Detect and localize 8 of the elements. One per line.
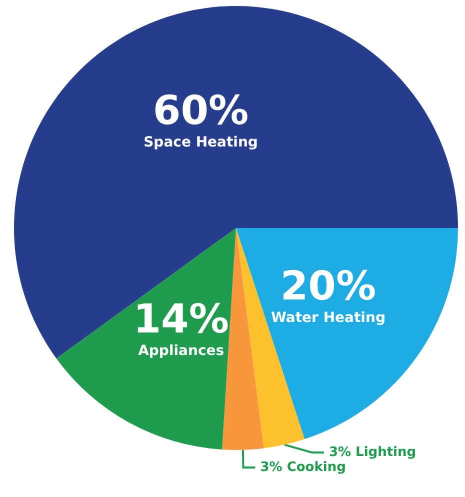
- data-label: 14%: [133, 296, 229, 342]
- slice-label: 3% Lighting: [328, 444, 416, 460]
- slice-label: Water Heating: [270, 310, 386, 326]
- data-label: 60%: [152, 88, 249, 134]
- slice-label: 3% Cooking: [260, 460, 346, 475]
- slice-label: Appliances: [138, 342, 224, 359]
- data-label: 20%: [280, 264, 376, 310]
- slice-label: Space Heating: [144, 134, 258, 151]
